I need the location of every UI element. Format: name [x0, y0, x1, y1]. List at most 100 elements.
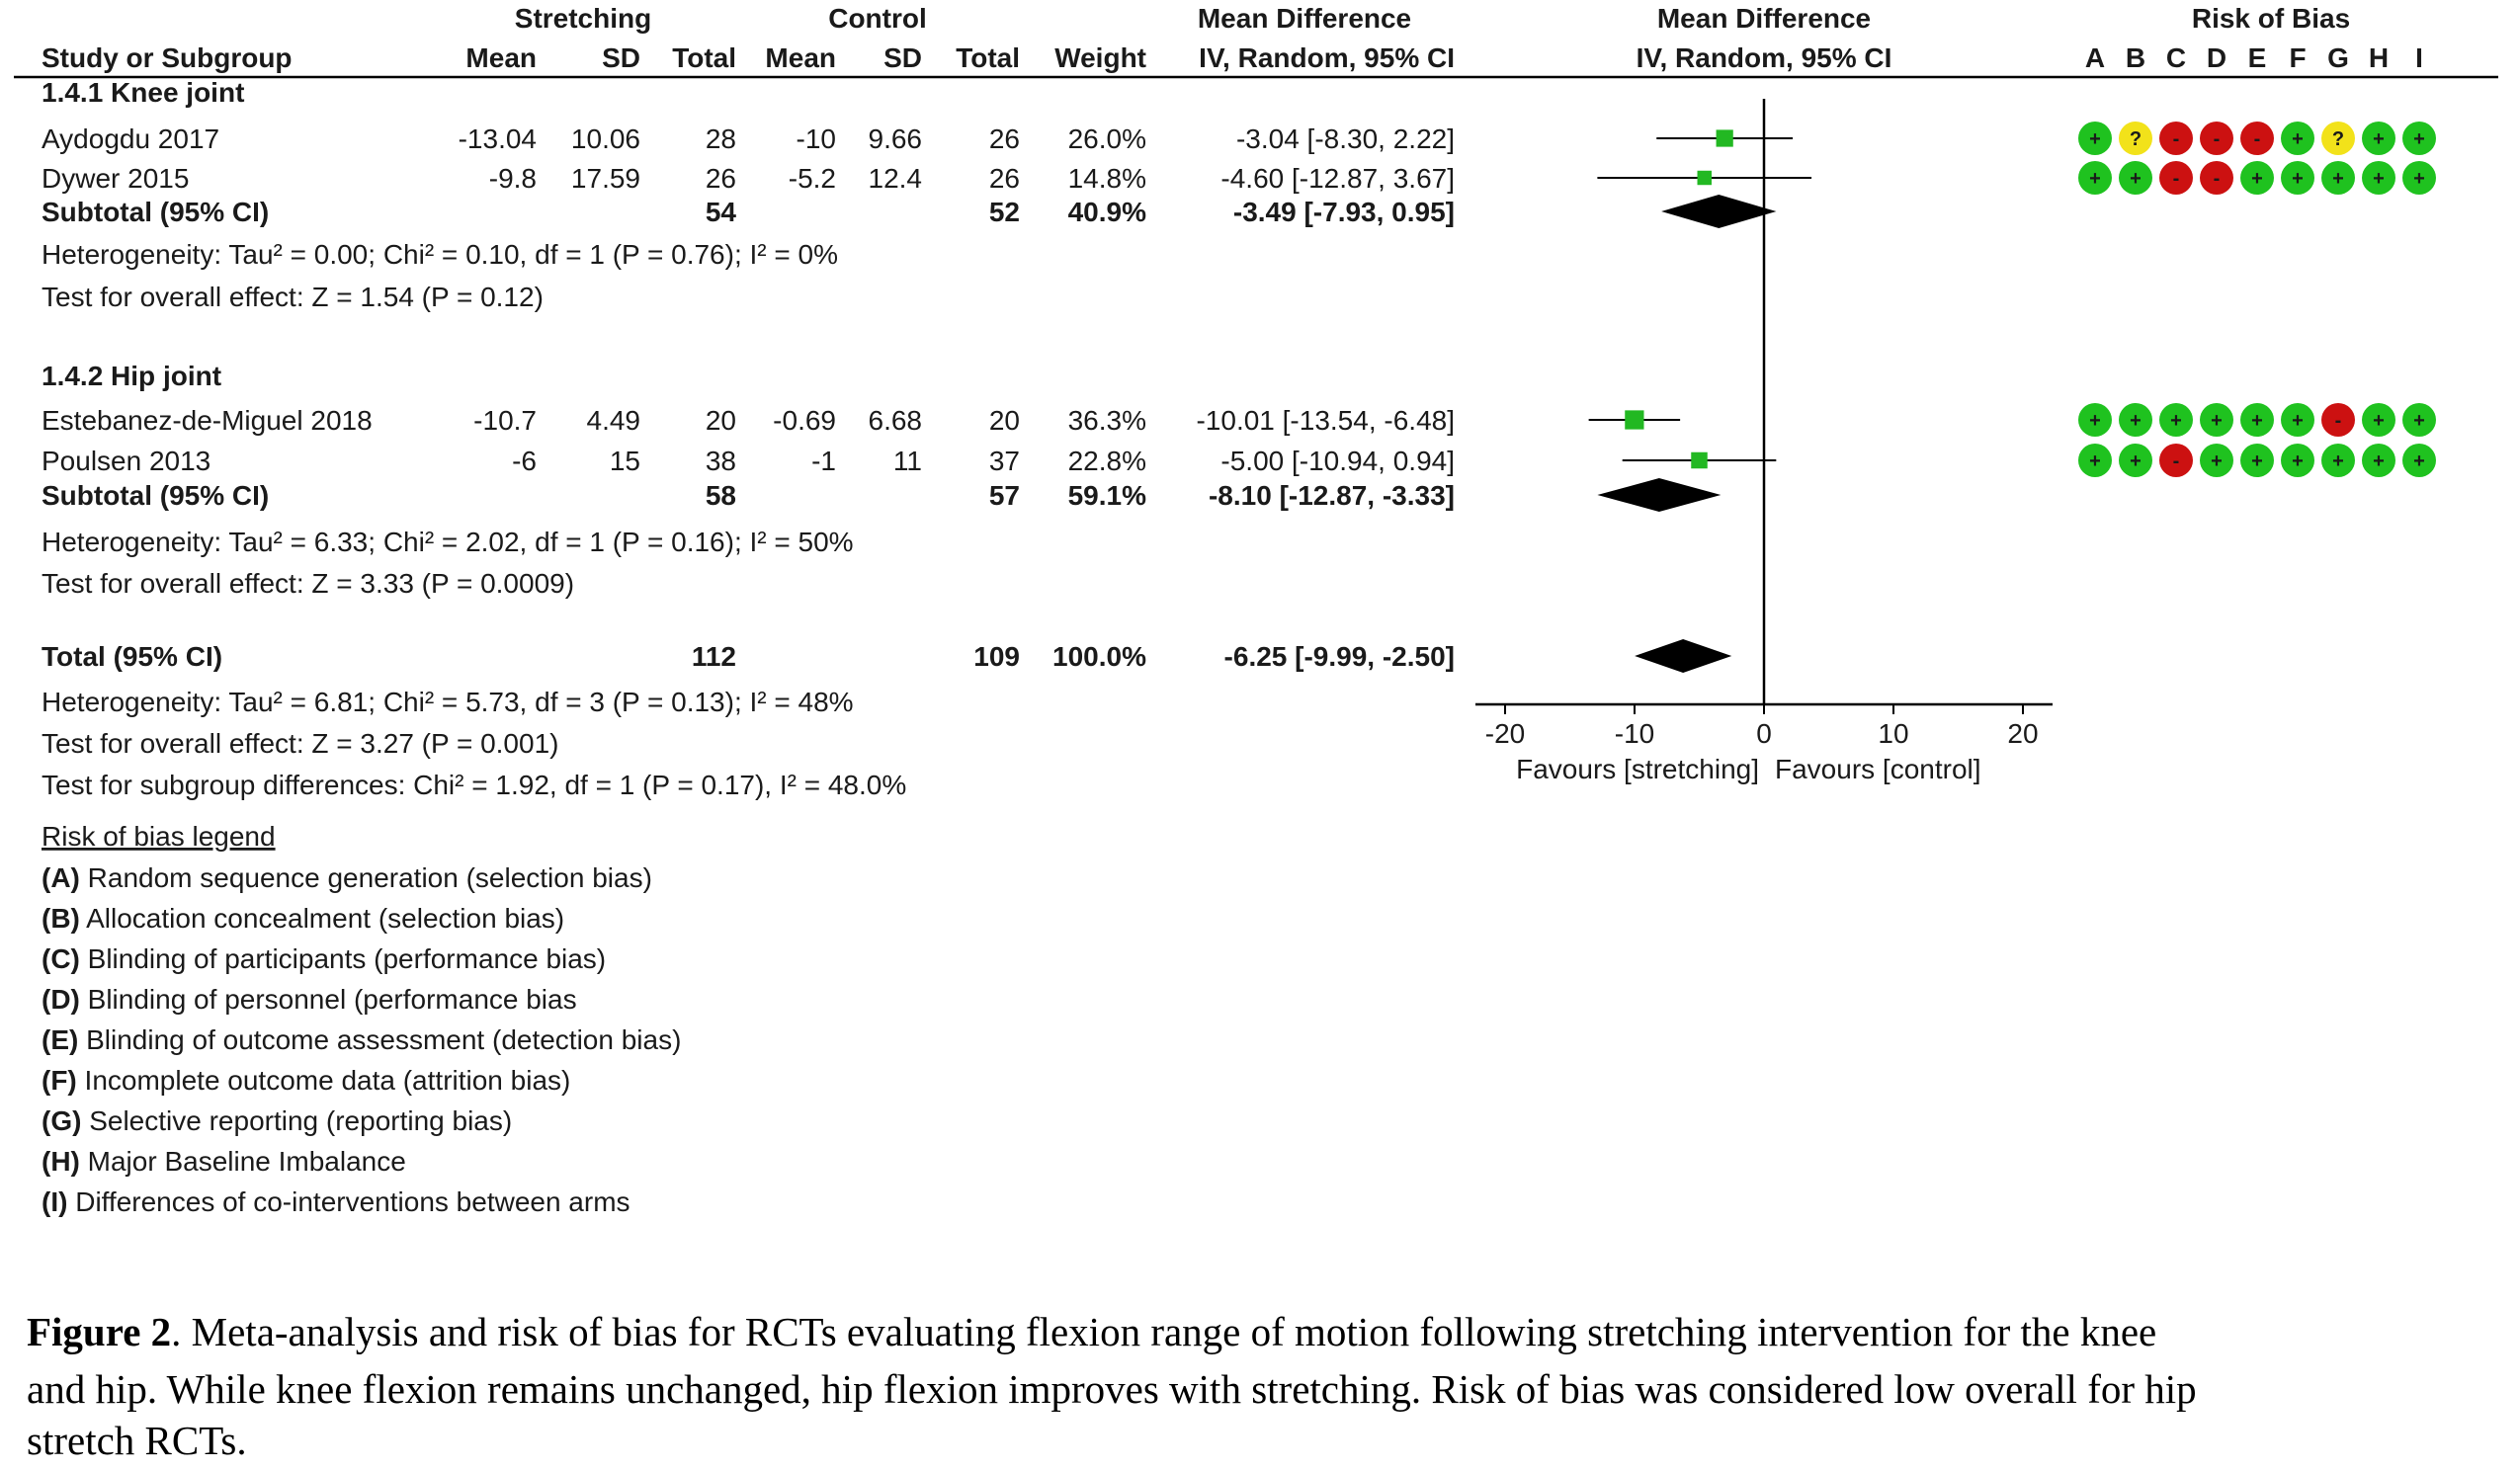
rob-dot-circle [2362, 161, 2395, 195]
study-exp-mean: -13.04 [459, 123, 537, 154]
rob-dot: + [2240, 161, 2274, 195]
rob-dot-circle [2281, 161, 2314, 195]
rob-dot: + [2402, 444, 2436, 477]
figure-caption: Figure 2. Meta-analysis and risk of bias… [27, 1309, 2197, 1463]
col-ctrl-total-header: Total [956, 42, 1020, 73]
rob-dot-symbol: ? [2332, 128, 2344, 150]
rob-dot: + [2078, 122, 2112, 155]
rob-dot-symbol: + [2373, 450, 2385, 472]
legend-item-text: Selective reporting (reporting bias) [81, 1105, 512, 1136]
rob-dot-circle [2240, 444, 2274, 477]
legend-item: (B) Allocation concealment (selection bi… [42, 903, 564, 934]
subgroup-label: 1.4.1 Knee joint [42, 77, 244, 108]
study-effect-square [1697, 170, 1712, 186]
study-row: Dywer 2015 -9.8 17.59 26 -5.2 12.4 26 14.8% -4.6… [42, 163, 1455, 194]
rob-dot: + [2078, 161, 2112, 195]
rob-dot-circle [2159, 403, 2193, 437]
rob-dot-circle [2321, 161, 2355, 195]
rob-dot-circle [2200, 403, 2233, 437]
subgroup: 1.4.2 Hip joint Estebanez-de-Miguel 2018 -… [42, 361, 1455, 599]
rob-dot: + [2119, 161, 2152, 195]
study-ci: -5.00 [-10.94, 0.94] [1220, 446, 1455, 476]
rob-dot-circle [2402, 122, 2436, 155]
legend-item-key: (H) [42, 1146, 80, 1177]
subtotal-exp-total: 54 [706, 197, 737, 227]
study-effect-square [1716, 129, 1733, 147]
rob-dot: + [2078, 444, 2112, 477]
rob-dot: + [2362, 444, 2395, 477]
rob-dot-symbol: + [2373, 410, 2385, 432]
rob-dot-symbol: + [2211, 450, 2223, 472]
study-exp-sd: 4.49 [587, 405, 641, 436]
rob-letter-d: D [2207, 42, 2226, 73]
study-ctrl-total: 20 [989, 405, 1020, 436]
rob-dot-circle [2281, 403, 2314, 437]
rob-dot: + [2402, 161, 2436, 195]
rob-letter-a: A [2085, 42, 2105, 73]
total-ctrl-total: 109 [973, 641, 1020, 672]
rob-dot-circle [2240, 403, 2274, 437]
legend-item-key: (F) [42, 1065, 77, 1096]
rob-dot: + [2078, 403, 2112, 437]
study-ctrl-total: 26 [989, 163, 1020, 194]
rob-dot-circle [2078, 444, 2112, 477]
col-weight-header: Weight [1054, 42, 1146, 73]
rob-dot: + [2362, 161, 2395, 195]
rob-letter-e: E [2248, 42, 2267, 73]
rob-dot-circle [2159, 444, 2193, 477]
legend-item-key: (G) [42, 1105, 81, 1136]
rob-dot-symbol: + [2170, 410, 2182, 432]
rob-dot-circle [2321, 444, 2355, 477]
study-name: Aydogdu 2017 [42, 123, 219, 154]
subtotal-exp-total: 58 [706, 480, 736, 511]
legend-item-key: (D) [42, 984, 80, 1015]
study-weight: 22.8% [1068, 446, 1146, 476]
x-label-left: Favours [stretching] [1516, 754, 1759, 784]
study-effect-square [1625, 410, 1644, 430]
rob-dot-circle [2119, 161, 2152, 195]
legend-item-key: (I) [42, 1186, 67, 1217]
rob-dot-circle [2119, 444, 2152, 477]
study-weight: 36.3% [1068, 405, 1146, 436]
study-ctrl-mean: -0.69 [773, 405, 836, 436]
rob-dot-circle [2119, 403, 2152, 437]
total-exp-total: 112 [692, 641, 736, 672]
rob-dot-symbol: + [2251, 168, 2263, 190]
rob-dot-symbol: + [2413, 410, 2425, 432]
legend-item-key: (C) [42, 943, 80, 974]
legend-item-text: Random sequence generation (selection bi… [80, 862, 652, 893]
rob-dot-circle [2362, 444, 2395, 477]
rob-dot-circle [2321, 122, 2355, 155]
rob-dot-circle [2200, 122, 2233, 155]
legend-item-text: Blinding of outcome assessment (detectio… [78, 1024, 681, 1055]
caption-label: Figure 2 [27, 1309, 171, 1354]
study-weight: 26.0% [1068, 123, 1146, 154]
study-ctrl-sd: 6.68 [869, 405, 923, 436]
col-ctrl-mean-header: Mean [765, 42, 836, 73]
rob-dot-circle [2119, 122, 2152, 155]
legend-item-key: (B) [42, 903, 80, 934]
rob-letter-c: C [2166, 42, 2186, 73]
rob-dot-circle [2159, 122, 2193, 155]
total-weight: 100.0% [1052, 641, 1146, 672]
subtotal-diamond [1661, 195, 1777, 228]
rob-dot-circle [2402, 444, 2436, 477]
risk-of-bias-grid: +? - - - +? + + + + - - + + + + + + + + + + + - + + + + - + + + + + + [2078, 122, 2436, 477]
subtotal-diamond [1597, 478, 1722, 512]
study-ci: -4.60 [-12.87, 3.67] [1220, 163, 1455, 194]
rob-dot: + [2281, 403, 2314, 437]
subgroup-overall-effect: Test for overall effect: Z = 3.33 (P = 0… [42, 568, 574, 599]
rob-dot-symbol: + [2251, 450, 2263, 472]
study-exp-total: 38 [706, 446, 736, 476]
rob-dot: + [2362, 403, 2395, 437]
col-md-plot-header: IV, Random, 95% CI [1637, 42, 1892, 73]
study-exp-sd: 17.59 [571, 163, 640, 194]
rob-dot: + [2402, 122, 2436, 155]
rob-dot-circle [2078, 122, 2112, 155]
column-headers: Study or Subgroup Mean SD Total Mean SD … [42, 42, 2423, 73]
study-exp-mean: -6 [512, 446, 537, 476]
subtotal-row: Subtotal (95% CI) 58 57 59.1% -8.10 [-12.87,… [42, 480, 1455, 511]
col-ctrl-sd-header: SD [883, 42, 922, 73]
study-exp-sd: 10.06 [571, 123, 640, 154]
